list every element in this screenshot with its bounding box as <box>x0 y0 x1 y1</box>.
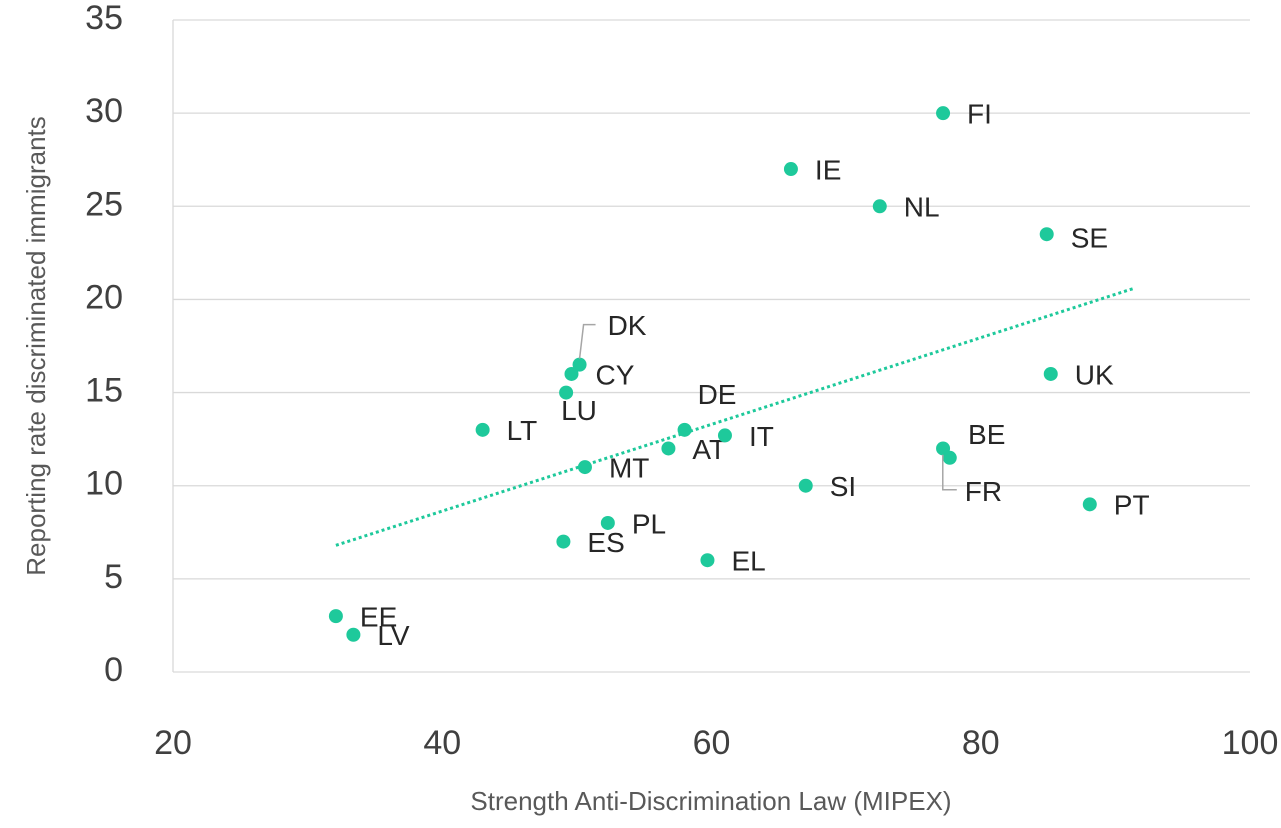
point <box>572 357 587 372</box>
point <box>475 422 490 437</box>
y-axis-title: Reporting rate discriminated immigrants <box>21 116 51 576</box>
point <box>700 553 715 568</box>
point <box>1082 497 1097 512</box>
x-tick-label: 60 <box>693 724 731 762</box>
point <box>661 441 676 456</box>
point <box>600 515 615 530</box>
point-label: IT <box>749 421 774 452</box>
x-axis-title: Strength Anti-Discrimination Law (MIPEX) <box>470 786 951 816</box>
point-label: FI <box>967 99 992 130</box>
point <box>936 106 951 121</box>
point-label: EE <box>360 602 397 633</box>
point-label: FR <box>965 476 1002 507</box>
point-label: UK <box>1075 359 1114 390</box>
point-label: BE <box>968 419 1005 450</box>
leader-line <box>578 323 596 359</box>
point <box>783 162 798 177</box>
point <box>328 609 343 624</box>
y-tick-label: 15 <box>85 372 123 410</box>
point-label: PL <box>632 508 666 539</box>
trendline <box>335 286 1135 547</box>
point <box>717 428 732 443</box>
y-tick-label: 0 <box>104 651 123 689</box>
point-label: SI <box>830 471 856 502</box>
point-label: DE <box>698 379 737 410</box>
point <box>677 422 692 437</box>
point <box>942 450 957 465</box>
y-tick-label: 35 <box>85 0 123 37</box>
y-tick-label: 20 <box>85 278 123 316</box>
point-label: MT <box>609 452 649 483</box>
point <box>556 534 571 549</box>
y-tick-label: 30 <box>85 92 123 130</box>
point-label: NL <box>904 192 940 223</box>
point-label: ES <box>587 527 624 558</box>
point <box>564 366 579 381</box>
point <box>559 385 574 400</box>
point <box>798 478 813 493</box>
x-tick-label: 100 <box>1222 724 1279 762</box>
point-label: DK <box>608 310 647 341</box>
point-label: CY <box>595 359 634 390</box>
point-label: PT <box>1114 490 1150 521</box>
point <box>1039 227 1054 242</box>
point <box>872 199 887 214</box>
point-label: EL <box>731 546 765 577</box>
point-label: LU <box>561 395 597 426</box>
point-label: LT <box>507 415 538 446</box>
point-label: SE <box>1071 223 1108 254</box>
x-tick-label: 80 <box>962 724 1000 762</box>
y-tick-label: 25 <box>85 185 123 223</box>
point <box>346 627 361 642</box>
point <box>1043 366 1058 381</box>
point-label: IE <box>815 154 841 185</box>
y-tick-label: 10 <box>85 465 123 503</box>
point <box>577 460 592 475</box>
x-tick-label: 20 <box>154 724 192 762</box>
y-tick-label: 5 <box>104 558 123 596</box>
point-label: LV <box>377 620 409 651</box>
leader-line <box>942 454 957 491</box>
x-tick-label: 40 <box>423 724 461 762</box>
